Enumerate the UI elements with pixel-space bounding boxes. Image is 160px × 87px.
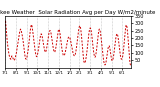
Title: Milwaukee Weather  Solar Radiation Avg per Day W/m2/minute: Milwaukee Weather Solar Radiation Avg pe…	[0, 10, 155, 15]
